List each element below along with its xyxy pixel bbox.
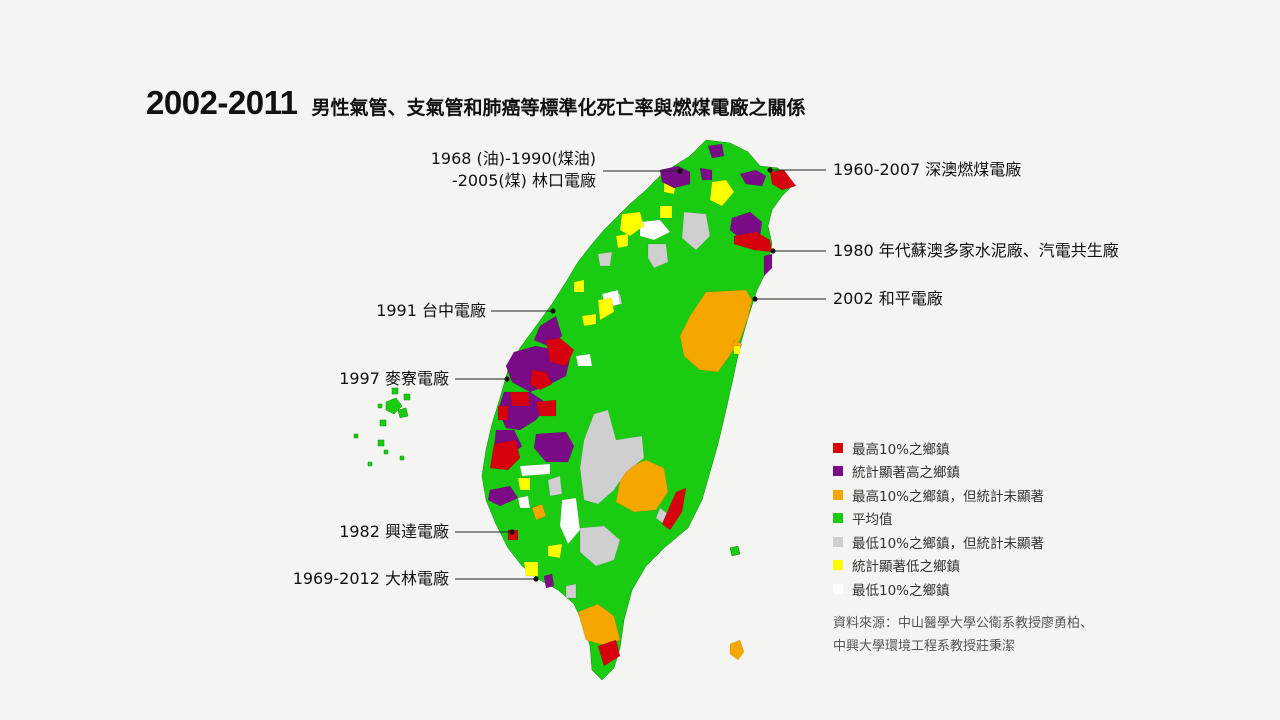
plant-label-taichung: 1991 台中電廠 bbox=[376, 301, 486, 320]
region-hualien-yellow bbox=[733, 345, 741, 355]
plant-marker-hoping bbox=[752, 296, 758, 302]
plant-label-linkou-line2: -2005(煤) 林口電廠 bbox=[451, 171, 596, 190]
legend-label: 最高10%之鄉鎮，但統計未顯著 bbox=[852, 488, 1045, 505]
region-suao-purple bbox=[763, 253, 773, 277]
legend-swatch bbox=[833, 489, 843, 500]
region-north-purple-1 bbox=[707, 143, 725, 159]
region-chiayi-red bbox=[489, 439, 521, 471]
region-kaohsiung-yellow bbox=[547, 543, 563, 559]
plant-markers bbox=[504, 167, 776, 582]
region-hsinchu-gray bbox=[681, 211, 711, 251]
region-nantou-purple bbox=[533, 431, 575, 463]
legend-item-sig-high: 統計顯著高之鄉鎮 bbox=[833, 460, 1044, 484]
region-yunlin-red-3 bbox=[497, 405, 509, 421]
region-south-gray bbox=[579, 525, 621, 567]
plant-marker-hsingta bbox=[509, 529, 515, 535]
region-changhua-red-1 bbox=[545, 337, 575, 367]
plant-marker-mailiao bbox=[504, 376, 510, 382]
leader-lines bbox=[455, 169, 826, 580]
legend-label: 最低10%之鄉鎮 bbox=[852, 582, 950, 599]
green-island bbox=[729, 545, 741, 557]
region-central-gray bbox=[579, 409, 645, 505]
plant-label-suao: 1980 年代蘇澳多家水泥廠、汽電共生廠 bbox=[833, 241, 1119, 260]
map-legend: 最高10%之鄉鎮 統計顯著高之鄉鎮 最高10%之鄉鎮，但統計未顯著 平均值 最低… bbox=[833, 436, 1044, 601]
plant-label-linkou: 1968 (油)-1990(煤油) -2005(煤) 林口電廠 bbox=[431, 148, 596, 192]
source-line-2: 中興大學環境工程系教授莊秉潔 bbox=[833, 639, 1016, 654]
penghu-islands bbox=[353, 387, 411, 467]
region-chiayi-purple bbox=[487, 485, 519, 507]
region-pingtung-red bbox=[597, 639, 621, 667]
legend-swatch bbox=[833, 536, 843, 547]
region-taoyuan-yellow-2 bbox=[659, 205, 673, 219]
source-line-1: 資料來源：中山醫學大學公衛系教授廖勇柏、 bbox=[833, 616, 1094, 631]
legend-label: 平均值 bbox=[852, 512, 893, 529]
region-chiayi-gray bbox=[547, 475, 563, 497]
legend-label: 最高10%之鄉鎮 bbox=[852, 441, 950, 458]
legend-label: 最低10%之鄉鎮，但統計未顯著 bbox=[852, 535, 1045, 552]
region-hualien-north bbox=[679, 289, 753, 373]
region-changhua-red-2 bbox=[529, 369, 553, 391]
plant-marker-shenao bbox=[767, 167, 773, 173]
region-yunlin-red-1 bbox=[509, 391, 531, 407]
region-taipei-yellow-1 bbox=[709, 179, 735, 207]
green-island-orange bbox=[729, 639, 745, 661]
legend-swatch bbox=[833, 560, 843, 571]
region-taoyuan-gray bbox=[647, 243, 669, 269]
legend-swatch bbox=[833, 513, 843, 524]
plant-label-shenao: 1960-2007 深澳燃煤電廠 bbox=[833, 160, 1022, 179]
map-title: 2002-2011 男性氣管、支氣管和肺癌等標準化死亡率與燃煤電廠之關係 bbox=[146, 84, 806, 122]
legend-item-average: 平均值 bbox=[833, 507, 1044, 531]
legend-item-sig-low: 統計顯著低之鄉鎮 bbox=[833, 554, 1044, 578]
region-keelung-purple bbox=[739, 169, 767, 187]
region-hsinchu-white bbox=[639, 219, 671, 241]
plant-label-mailiao: 1997 麥寮電廠 bbox=[339, 369, 449, 388]
region-chiayi-orange bbox=[531, 503, 547, 521]
legend-item-bottom10-ns: 最低10%之鄉鎮，但統計未顯著 bbox=[833, 530, 1044, 554]
region-miaoli-yellow bbox=[573, 279, 585, 293]
plant-marker-suao bbox=[770, 248, 776, 254]
legend-item-top10-ns: 最高10%之鄉鎮，但統計未顯著 bbox=[833, 483, 1044, 507]
region-hualien-south-red bbox=[661, 487, 687, 531]
title-text: 男性氣管、支氣管和肺癌等標準化死亡率與燃煤電廠之關係 bbox=[311, 97, 806, 119]
region-south-white bbox=[517, 495, 531, 509]
plant-label-hsingta: 1982 興達電廠 bbox=[339, 522, 449, 541]
legend-swatch bbox=[833, 466, 843, 477]
plant-label-hoping: 2002 和平電廠 bbox=[833, 289, 943, 308]
region-tainan-yellow bbox=[517, 477, 531, 491]
legend-item-top10: 最高10%之鄉鎮 bbox=[833, 436, 1044, 460]
legend-label: 統計顯著高之鄉鎮 bbox=[852, 465, 960, 482]
region-pingtung-gray bbox=[565, 583, 577, 599]
plant-label-linkou-line1: 1968 (油)-1990(煤油) bbox=[430, 149, 596, 168]
region-taoyuan-yellow bbox=[619, 211, 645, 237]
region-taichung-yellow-2 bbox=[581, 313, 597, 327]
plant-label-talin: 1969-2012 大林電廠 bbox=[292, 569, 449, 588]
title-year: 2002-2011 bbox=[146, 84, 298, 121]
legend-swatch bbox=[833, 442, 843, 453]
plant-marker-linkou bbox=[677, 168, 683, 174]
region-pingtung-orange bbox=[577, 603, 621, 647]
region-hsinchu-yellow bbox=[615, 233, 629, 249]
region-north-purple-2 bbox=[699, 167, 713, 181]
legend-label: 統計顯著低之鄉鎮 bbox=[852, 559, 960, 576]
region-chiayi-white bbox=[519, 463, 551, 477]
region-miaoli-gray bbox=[597, 251, 613, 267]
region-kaohsiung-purple bbox=[543, 573, 555, 589]
plant-marker-taichung bbox=[550, 308, 556, 314]
region-kaohsiung-yellow-2 bbox=[523, 561, 539, 577]
plant-marker-talin bbox=[533, 576, 539, 582]
region-mountain-orange bbox=[615, 459, 669, 513]
data-source: 資料來源：中山醫學大學公衛系教授廖勇柏、 中興大學環境工程系教授莊秉潔 bbox=[833, 612, 1093, 658]
region-taichung-yellow bbox=[597, 297, 615, 321]
legend-swatch bbox=[833, 583, 843, 594]
region-changhua-white bbox=[575, 353, 593, 367]
legend-item-bottom10: 最低10%之鄉鎮 bbox=[833, 577, 1044, 601]
region-yunlin-red-2 bbox=[535, 399, 557, 417]
region-tainan-white bbox=[559, 497, 581, 545]
